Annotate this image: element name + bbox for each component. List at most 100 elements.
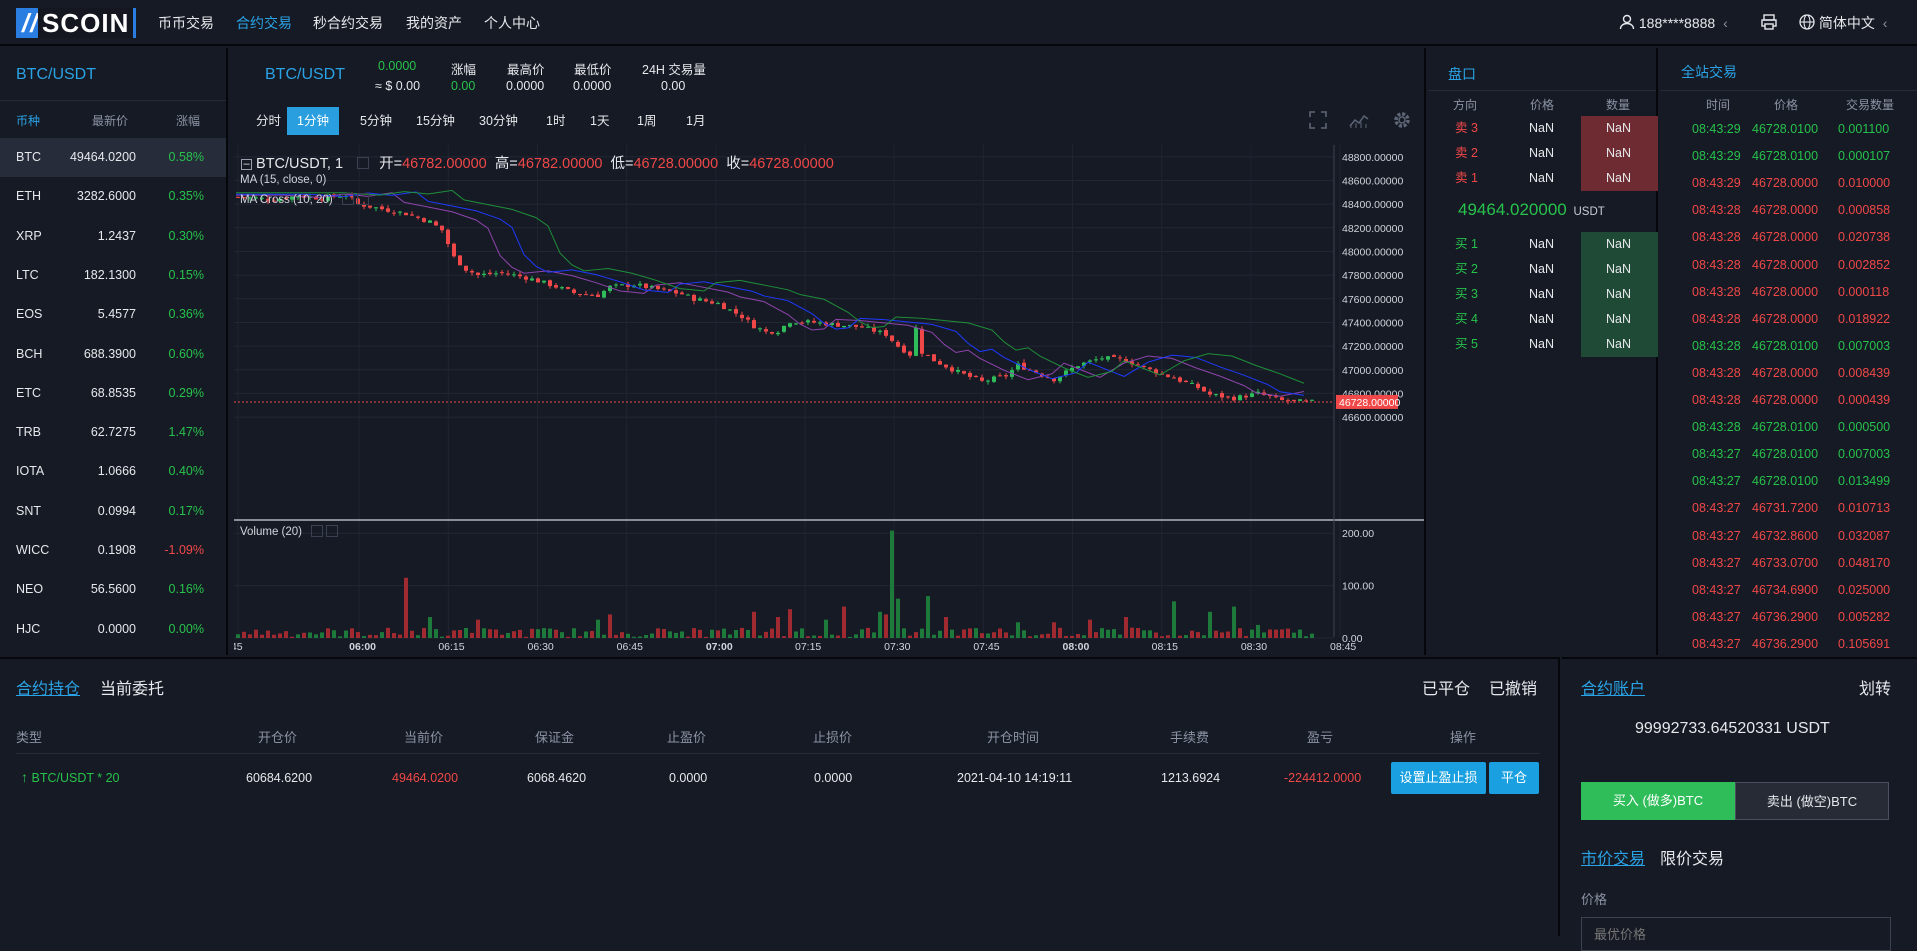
trade-price: 46728.0000	[1752, 393, 1819, 407]
set-tpsl-button[interactable]: 设置止盈止损	[1391, 762, 1486, 794]
candle-body	[782, 325, 786, 332]
volume-bar	[1118, 634, 1122, 638]
close-position-button[interactable]: 平仓	[1489, 762, 1539, 794]
price-tick-label: 47600.00000	[1342, 294, 1403, 306]
transfer-link[interactable]: 划转	[1859, 681, 1892, 698]
bid-price[interactable]: NaN	[1529, 337, 1555, 351]
price-input[interactable]	[1581, 917, 1891, 951]
nav-spot[interactable]: 币币交易	[158, 15, 214, 31]
market-row[interactable]: IOTA 1.0666 0.40%	[0, 452, 226, 491]
candle-body	[812, 320, 816, 323]
trade-time: 08:43:29	[1692, 149, 1741, 164]
market-row[interactable]: TRB 62.7275 1.47%	[0, 413, 226, 452]
ticker-usd: ≈ $ 0.00	[375, 79, 421, 93]
candle-body	[410, 214, 414, 216]
trade-price: 46728.0000	[1752, 230, 1819, 245]
study-settings-icon[interactable]	[341, 193, 354, 205]
market-coin: ETH	[16, 189, 41, 204]
bid-label: 买 2	[1455, 262, 1478, 276]
collapse-icon[interactable]: –	[241, 159, 252, 170]
market-row[interactable]: ETH 3282.6000 0.35%	[0, 177, 226, 216]
candle-body	[944, 364, 948, 368]
study-close-icon[interactable]	[357, 193, 370, 205]
study-volume[interactable]: Volume (20)	[240, 525, 339, 538]
nav-futures[interactable]: 合约交易	[236, 15, 292, 31]
candle-body	[872, 327, 876, 332]
indicator-button[interactable]	[1348, 110, 1370, 133]
price-tick-label: 48000.00000	[1342, 246, 1403, 258]
tab-open-orders[interactable]: 当前委托	[100, 681, 165, 698]
timeframe-0[interactable]: 分时	[256, 114, 282, 128]
ask-price[interactable]: NaN	[1529, 121, 1555, 135]
ask-price[interactable]: NaN	[1529, 146, 1555, 160]
market-row[interactable]: NEO 56.5600 0.16%	[0, 570, 226, 609]
timeframe-8[interactable]: 1月	[686, 114, 706, 128]
study-ma-cross[interactable]: MA Cross (10, 20)	[240, 193, 370, 206]
market-coin: IOTA	[16, 464, 45, 479]
trade-qty: 0.001100	[1838, 122, 1890, 136]
timeframe-1[interactable]: 1分钟	[287, 107, 339, 135]
buy-long-button[interactable]: 买入 (做多)BTC	[1581, 782, 1735, 820]
bid-price[interactable]: NaN	[1529, 287, 1555, 301]
nav-assets[interactable]: 我的资产	[406, 15, 462, 31]
market-row[interactable]: SNT 0.0994 0.17%	[0, 492, 226, 531]
user-menu[interactable]: 188****8888 ‹	[1619, 0, 1728, 46]
timeframe-5[interactable]: 1时	[546, 114, 566, 128]
market-row[interactable]: ETC 68.8535 0.29%	[0, 374, 226, 413]
market-row[interactable]: HJC 0.0000 0.00%	[0, 610, 226, 649]
study-settings-icon[interactable]	[311, 525, 324, 537]
timeframe-7[interactable]: 1周	[637, 114, 657, 128]
market-row[interactable]: LTC 182.1300 0.15%	[0, 256, 226, 295]
candle-body	[1142, 365, 1146, 367]
sell-short-button[interactable]: 卖出 (做空)BTC	[1735, 782, 1889, 820]
volume-tick-label: 100.00	[1342, 581, 1374, 593]
timeframe-3[interactable]: 15分钟	[416, 114, 455, 128]
logo[interactable]: // SCOIN	[16, 8, 136, 38]
tab-market-order[interactable]: 市价交易	[1581, 851, 1646, 868]
nav-profile[interactable]: 个人中心	[484, 15, 540, 31]
candle-body	[980, 377, 984, 381]
candle-body	[254, 197, 258, 199]
volume-bar	[560, 632, 564, 638]
fullscreen-button[interactable]	[1308, 110, 1328, 133]
market-row[interactable]: WICC 0.1908 -1.09%	[0, 531, 226, 570]
print-button[interactable]	[1760, 0, 1778, 46]
legend-settings-icon[interactable]	[357, 157, 370, 169]
volume-bar	[788, 609, 792, 638]
ask-price[interactable]: NaN	[1529, 171, 1555, 185]
candle-body	[290, 196, 294, 200]
study-ma[interactable]: MA (15, close, 0)	[240, 174, 327, 186]
volume-bar	[248, 634, 252, 638]
account-title[interactable]: 合约账户	[1581, 681, 1646, 698]
trade-price: 46736.2900	[1752, 636, 1819, 651]
candle-body	[1292, 399, 1296, 401]
timeframe-6[interactable]: 1天	[590, 114, 610, 128]
market-row[interactable]: BTC 49464.0200 0.58%	[0, 138, 226, 177]
ticker-low-label: 最低价	[574, 63, 612, 77]
candle-body	[938, 361, 942, 365]
tab-limit-order[interactable]: 限价交易	[1660, 851, 1725, 868]
market-row[interactable]: BCH 688.3900 0.60%	[0, 335, 226, 374]
tab-closed[interactable]: 已平仓	[1422, 681, 1471, 698]
bid-price[interactable]: NaN	[1529, 237, 1555, 251]
volume-bar	[374, 635, 378, 638]
candle-body	[998, 375, 1002, 377]
timeframe-2[interactable]: 5分钟	[360, 114, 392, 128]
study-close-icon[interactable]	[326, 525, 339, 537]
language-selector[interactable]: 简体中文 ‹	[1799, 0, 1887, 46]
timeframe-4[interactable]: 30分钟	[479, 114, 518, 128]
tab-cancelled[interactable]: 已撤销	[1489, 681, 1538, 698]
price-chart[interactable]: 48800.00000 48600.00000 48400.00000 48200.0…	[234, 145, 1424, 653]
market-price: 688.3900	[83, 346, 136, 361]
bid-price[interactable]: NaN	[1529, 312, 1555, 326]
market-row[interactable]: EOS 5.4577 0.36%	[0, 295, 226, 334]
volume-bar	[1280, 629, 1284, 638]
tab-positions[interactable]: 合约持仓	[16, 681, 81, 698]
bid-price[interactable]: NaN	[1529, 262, 1555, 276]
market-row[interactable]: XRP 1.2437 0.30%	[0, 217, 226, 256]
ob-mid-price: 49464.020000 USDT	[1458, 200, 1605, 220]
chart-settings-button[interactable]	[1392, 110, 1412, 133]
candle-body	[1208, 391, 1212, 395]
nav-second-contract[interactable]: 秒合约交易	[313, 15, 383, 31]
language-label: 简体中文	[1818, 15, 1875, 31]
